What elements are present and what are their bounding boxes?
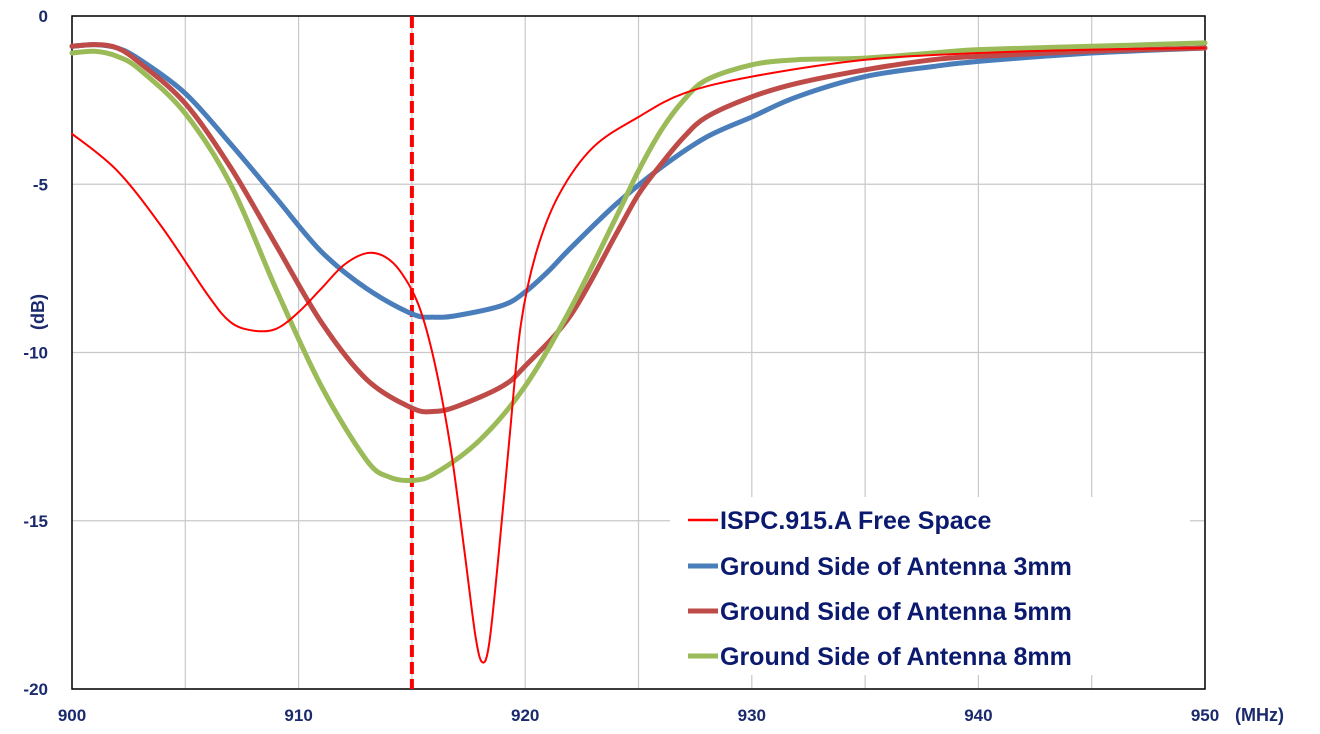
- series-line-3: [69, 42, 1208, 415]
- y-tick-label: -15: [23, 512, 48, 531]
- y-axis-ticks: 0 -5 -10 -15 -20: [23, 7, 48, 699]
- series-group: [69, 40, 1208, 664]
- y-tick-label: -20: [23, 680, 48, 699]
- x-axis-label: (MHz): [1235, 705, 1284, 725]
- series-line-2: [69, 42, 1208, 320]
- legend-background: [670, 497, 1190, 675]
- x-tick-label: 930: [738, 706, 766, 725]
- plot-frame: [71, 15, 1206, 690]
- x-tick-label: 940: [964, 706, 992, 725]
- x-tick-label: 910: [284, 706, 312, 725]
- legend-label-4: Ground Side of Antenna 8mm: [720, 643, 1072, 671]
- y-axis-label: (dB): [28, 294, 48, 330]
- x-tick-label: 900: [58, 706, 86, 725]
- y-tick-label: -5: [33, 175, 48, 194]
- legend: ISPC.915.A Free Space Ground Side of Ante…: [670, 497, 1190, 675]
- x-tick-label: 950: [1191, 706, 1219, 725]
- x-axis-ticks: 900 910 920 930 940 950: [58, 706, 1219, 725]
- series-line-4: [69, 40, 1208, 484]
- series-line-1: [71, 47, 1206, 664]
- legend-label-3: Ground Side of Antenna 5mm: [720, 598, 1072, 626]
- x-tick-label: 920: [511, 706, 539, 725]
- legend-label-1: ISPC.915.A Free Space: [720, 507, 992, 535]
- legend-label-2: Ground Side of Antenna 3mm: [720, 553, 1072, 581]
- y-tick-label: 0: [39, 7, 48, 26]
- y-tick-label: -10: [23, 344, 48, 363]
